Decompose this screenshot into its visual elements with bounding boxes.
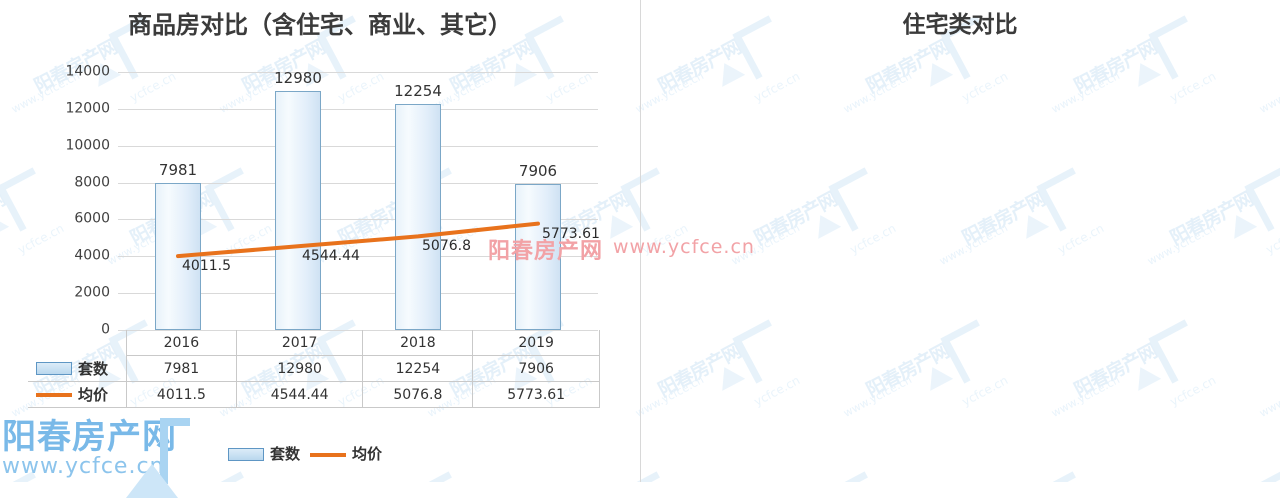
table-cell-avgprice-2019: 5773.61: [472, 381, 600, 408]
table-cell-units-2017: 12980: [235, 355, 364, 382]
gridline: [118, 72, 598, 73]
bar-value-label-2017: 12980: [274, 68, 322, 87]
legend-label-avgprice: 均价: [352, 445, 383, 463]
data-table-commodity-housing: 2016 2017 2018 2019 套数 7981 12980 12254 …: [28, 330, 600, 408]
table-header-2017: 2017: [235, 330, 364, 356]
gridline: [118, 256, 598, 258]
table-key-units: 套数: [28, 355, 127, 382]
chart-legend-commodity-housing: 套数 均价: [228, 443, 382, 464]
y-axis-tick-label: 4000: [74, 247, 110, 264]
chart-panel-residential: 住宅类对比 0200040006000800010000120006887114…: [640, 0, 1280, 482]
bar-swatch-icon: [36, 361, 72, 375]
gridline: [118, 145, 598, 147]
line-value-label-2016: 4011.5: [182, 258, 231, 275]
table-header-2018: 2018: [362, 330, 474, 356]
line-series-均价: [176, 221, 540, 259]
plot-area-commodity-housing: 0 2000 4000 6000 8000 10000 12000 14000 7981 1298…: [65, 64, 600, 338]
gridline: [118, 182, 598, 184]
bar-2017: [275, 90, 321, 330]
table-row-years: 2016 2017 2018 2019: [28, 330, 600, 356]
table-header-2019: 2019: [472, 330, 600, 356]
line-value-label-2017: 4544.44: [302, 248, 360, 265]
table-cell-units-2016: 7981: [126, 355, 237, 382]
table-cell-avgprice-2018: 5076.8: [362, 381, 474, 408]
y-axis-tick-label: 10000: [65, 137, 110, 154]
table-corner-cell: [28, 330, 127, 356]
bar-value-label-2018: 12254: [394, 82, 442, 101]
table-cell-units-2018: 12254: [362, 355, 474, 382]
table-key-avgprice: 均价: [28, 381, 127, 408]
y-axis-tick-label: 6000: [74, 211, 110, 228]
gridline: [118, 108, 598, 110]
gridline: [118, 219, 598, 221]
y-axis-tick-label: 2000: [74, 284, 110, 301]
table-key-avgprice-label: 均价: [78, 386, 109, 404]
chart-title-residential: 住宅类对比: [902, 12, 1018, 38]
table-cell-avgprice-2017: 4544.44: [235, 381, 364, 408]
table-key-units-label: 套数: [78, 359, 109, 378]
line-value-label-2019: 5773.61: [542, 225, 600, 242]
chart-title-commodity-housing: 商品房对比（含住宅、商业、其它）: [128, 11, 512, 39]
table-row-avgprice: 均价 4011.5 4544.44 5076.8 5773.61: [28, 381, 600, 408]
table-row-units: 套数 7981 12980 12254 7906: [28, 355, 600, 382]
legend-bar-swatch-icon: [228, 448, 264, 461]
bar-2019: [515, 184, 561, 330]
chart-panel-commodity-housing: 商品房对比（含住宅、商业、其它） 0 2000 4000 6000 8000 10000 1…: [0, 0, 640, 482]
y-axis-tick-label: 8000: [74, 174, 110, 191]
y-axis-tick-label: 12000: [65, 100, 110, 117]
y-axis-tick-label: 14000: [65, 63, 110, 80]
line-swatch-icon: [36, 392, 72, 397]
gridline: [118, 293, 598, 295]
bar-2018: [395, 104, 441, 330]
legend-line-swatch-icon: [310, 452, 347, 457]
bar-value-label-2016: 7981: [158, 160, 198, 179]
panel-divider: [640, 0, 641, 482]
table-header-2016: 2016: [126, 330, 237, 356]
table-cell-units-2019: 7906: [472, 355, 600, 382]
y-axis-tick-label: 0: [101, 321, 110, 338]
bar-value-label-2019: 7906: [518, 162, 558, 181]
legend-label-units: 套数: [270, 445, 301, 463]
table-cell-avgprice-2016: 4011.5: [126, 381, 237, 408]
line-value-label-2018: 5076.8: [422, 238, 471, 255]
